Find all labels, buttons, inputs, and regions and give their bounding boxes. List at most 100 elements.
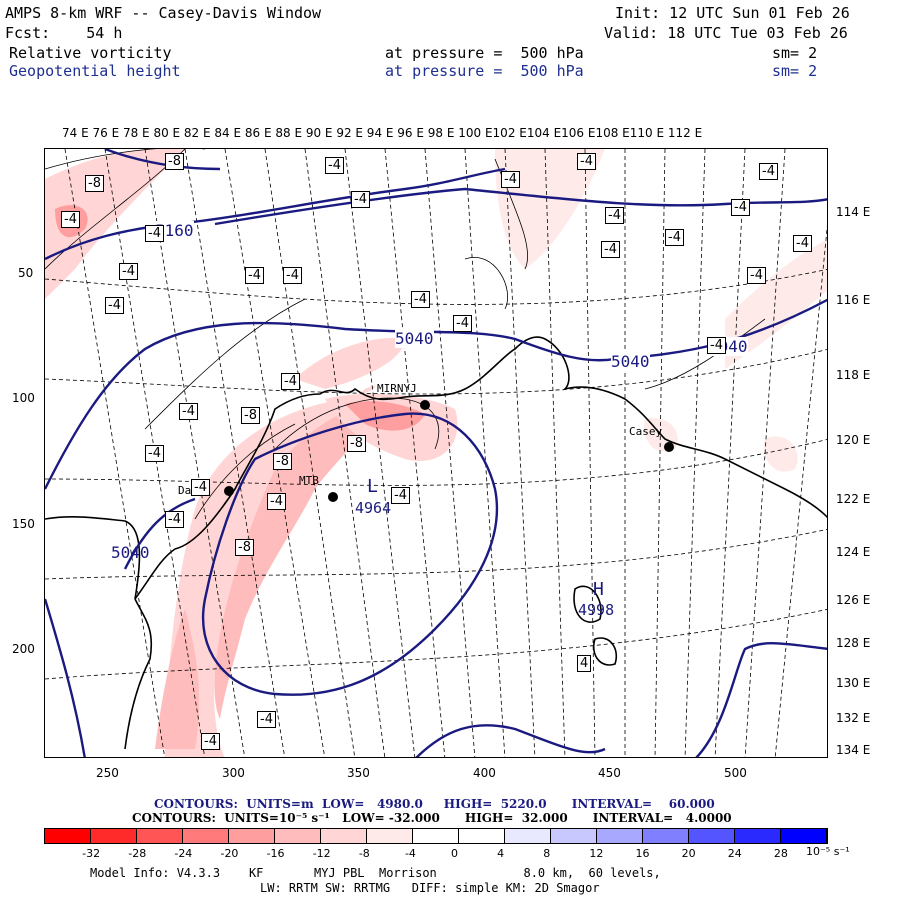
vorticity-label: -8: [85, 175, 104, 192]
vorticity-label: -4: [577, 153, 596, 170]
right-lon-label: 134 E: [836, 743, 871, 757]
forecast-hour: Fcst: 54 h: [5, 24, 123, 42]
vorticity-label: -4: [267, 493, 286, 510]
height-label: 5040: [111, 543, 150, 562]
top-longitude-labels: 74 E 76 E 78 E 80 E 82 E 84 E 86 E 88 E …: [62, 126, 703, 140]
colorbar-cell: [183, 829, 229, 843]
colorbar-cell: [229, 829, 275, 843]
colorbar-label: 4: [497, 847, 505, 860]
colorbar-cell: [321, 829, 367, 843]
model-info-physics: LW: RRTM SW: RRTMG DIFF: simple KM: 2D S…: [260, 881, 600, 895]
height-contour-info: CONTOURS: UNITS=m LOW= 4980.0 HIGH= 5220…: [154, 797, 715, 811]
vorticity-label: -4: [257, 711, 276, 728]
field1-level: at pressure = 500 hPa: [385, 44, 584, 62]
vorticity-label: -4: [61, 211, 80, 228]
right-lon-label: 116 E: [836, 293, 871, 307]
bottom-axis-tick: 500: [724, 766, 747, 780]
colorbar-cell: [91, 829, 137, 843]
vorticity-label: -4: [747, 267, 766, 284]
colorbar-cell: [735, 829, 781, 843]
low-center-marker: L: [367, 476, 378, 497]
colorbar: [44, 828, 828, 844]
vorticity-label: -4: [411, 291, 430, 308]
bottom-axis-tick: 350: [347, 766, 370, 780]
vorticity-contours: [45, 149, 766, 520]
colorbar-label: -32: [82, 847, 101, 860]
right-lon-label: 114 E: [836, 205, 871, 219]
vorticity-label: -4: [283, 267, 302, 284]
station-dots: [224, 400, 674, 502]
colorbar-label: -20: [220, 847, 239, 860]
right-lon-label: 124 E: [836, 545, 871, 559]
colorbar-label: 0: [451, 847, 459, 860]
vorticity-label: -4: [191, 479, 210, 496]
right-lon-label: 122 E: [836, 492, 871, 506]
right-lon-label: 126 E: [836, 593, 871, 607]
vorticity-label: -4: [201, 733, 220, 750]
colorbar-label: 28: [773, 847, 788, 860]
vorticity-label: -4: [601, 241, 620, 258]
colorbar-units: 10⁻⁵ s⁻¹: [806, 845, 850, 858]
vorticity-label: -4: [759, 163, 778, 180]
colorbar-cell: [137, 829, 183, 843]
vorticity-label: -4: [501, 171, 520, 188]
bottom-axis-tick: 300: [222, 766, 245, 780]
right-lon-label: 132 E: [836, 711, 871, 725]
vorticity-label: -8: [165, 153, 184, 170]
vorticity-label: -4: [245, 267, 264, 284]
vorticity-label: -8: [273, 453, 292, 470]
field2-smoothing: sm= 2: [772, 62, 818, 80]
valid-time: Valid: 18 UTC Tue 03 Feb 26: [604, 24, 848, 42]
right-lon-label: 120 E: [836, 433, 871, 447]
colorbar-cell: [367, 829, 413, 843]
colorbar-cell: [597, 829, 643, 843]
colorbar-label: 12: [589, 847, 604, 860]
colorbar-label: -8: [358, 847, 370, 860]
left-axis-tick: 50: [18, 266, 34, 280]
colorbar-label: 16: [635, 847, 650, 860]
vorticity-label: -4: [731, 199, 750, 216]
vorticity-label: -4: [707, 337, 726, 354]
colorbar-label: -28: [128, 847, 147, 860]
field2-name: Geopotential height: [9, 62, 181, 80]
colorbar-cell: [45, 829, 91, 843]
vorticity-label: -8: [235, 539, 254, 556]
vorticity-label: -4: [281, 373, 300, 390]
vorticity-label: -4: [119, 263, 138, 280]
colorbar-cell: [413, 829, 459, 843]
colorbar-cell: [459, 829, 505, 843]
map-svg: [45, 149, 827, 757]
vorticity-label: -8: [241, 407, 260, 424]
vorticity-label: -4: [605, 207, 624, 224]
bottom-axis-tick: 400: [473, 766, 496, 780]
station-mtb-label: MTB: [299, 474, 319, 487]
field1-name: Relative vorticity: [9, 44, 172, 62]
vorticity-label: 4: [577, 655, 592, 672]
init-time: Init: 12 UTC Sun 01 Feb 26: [615, 4, 850, 22]
height-label: 5040: [611, 352, 650, 371]
vorticity-label: -4: [179, 403, 198, 420]
station-casey-label: Casey: [629, 425, 663, 438]
colorbar-cell: [505, 829, 551, 843]
colorbar-label: -24: [174, 847, 193, 860]
low-center-value: 4964: [355, 499, 392, 517]
colorbar-cell: [689, 829, 735, 843]
vorticity-label: -8: [347, 435, 366, 452]
high-center-marker: H: [593, 579, 604, 600]
right-lon-label: 118 E: [836, 368, 871, 382]
vorticity-label: -4: [391, 487, 410, 504]
map-title: AMPS 8-km WRF -- Casey-Davis Window: [5, 4, 322, 22]
bottom-axis-tick: 450: [598, 766, 621, 780]
colorbar-label: 8: [543, 847, 551, 860]
station-mirnyj-label: MIRNYJ: [377, 382, 417, 395]
vorticity-label: -4: [145, 225, 164, 242]
vorticity-label: -4: [453, 315, 472, 332]
colorbar-cell: [275, 829, 321, 843]
left-axis-tick: 100: [12, 391, 35, 405]
vorticity-contour-info: CONTOURS: UNITS=10⁻⁵ s⁻¹ LOW= -32.000 HI…: [132, 811, 732, 825]
bottom-axis-tick: 250: [96, 766, 119, 780]
model-info: Model Info: V4.3.3 KF MYJ PBL Morrison 8…: [90, 866, 661, 880]
colorbar-label: -12: [312, 847, 331, 860]
height-label: 5040: [395, 329, 434, 348]
right-lon-label: 128 E: [836, 636, 871, 650]
